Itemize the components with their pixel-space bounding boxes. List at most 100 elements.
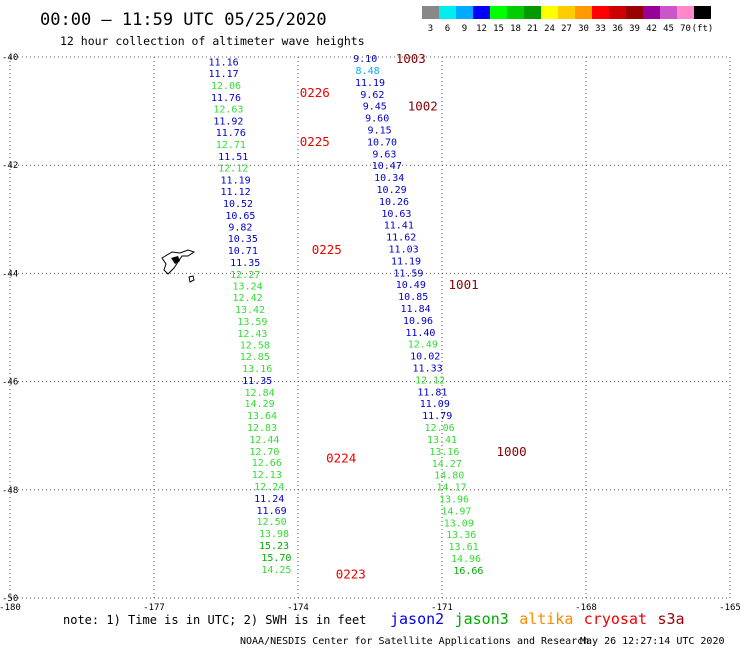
wave-height-point: 12.12 xyxy=(415,375,445,386)
scale-label: 70 xyxy=(680,24,691,34)
x-tick-label: -168 xyxy=(575,603,597,613)
wave-height-point: 11.12 xyxy=(221,187,251,198)
scale-label: 33 xyxy=(595,24,606,34)
wave-height-point: 14.27 xyxy=(432,459,462,470)
wave-height-point: 15.23 xyxy=(259,541,289,552)
wave-height-point: 13.42 xyxy=(235,305,265,316)
wave-height-point: 10.49 xyxy=(396,280,426,291)
legend-entry: altika xyxy=(519,610,573,628)
x-tick-label: -180 xyxy=(0,603,21,613)
wave-height-point: 13.16 xyxy=(242,364,272,375)
wave-height-point: 10.29 xyxy=(377,185,407,196)
wave-height-point: 11.79 xyxy=(422,411,452,422)
satellite-legend: jason2 jason3 altika cryosat s3a xyxy=(390,610,685,628)
wave-height-point: 11.33 xyxy=(413,364,443,375)
wave-height-point: 12.24 xyxy=(254,482,284,493)
wave-height-point: 15.70 xyxy=(261,553,291,564)
wave-height-point: 12.06 xyxy=(425,423,455,434)
wave-height-point: 11.40 xyxy=(405,328,435,339)
pass-time-label: 0223 xyxy=(336,567,366,582)
wave-height-point: 12.13 xyxy=(252,470,282,481)
wave-height-point: 12.58 xyxy=(240,340,270,351)
wave-height-point: 11.76 xyxy=(216,128,246,139)
wave-height-point: 9.82 xyxy=(228,222,252,233)
chart-subtitle: 12 hour collection of altimeter wave hei… xyxy=(60,34,365,48)
wave-height-point: 11.35 xyxy=(230,258,260,269)
legend-entry: cryosat xyxy=(584,610,647,628)
scale-swatch xyxy=(473,6,490,19)
scale-swatch xyxy=(694,6,711,19)
scale-swatch xyxy=(456,6,473,19)
wave-height-point: 11.19 xyxy=(221,175,251,186)
wave-height-point: 8.48 xyxy=(356,66,380,77)
wave-height-point: 12.66 xyxy=(252,458,282,469)
y-tick-label: -42 xyxy=(2,161,18,171)
wave-height-point: 10.35 xyxy=(228,234,258,245)
wave-height-point: 9.10 xyxy=(353,54,377,65)
wave-height-point: 12.50 xyxy=(257,517,287,528)
scale-swatch xyxy=(643,6,660,19)
scale-swatch xyxy=(541,6,558,19)
wave-height-point: 12.63 xyxy=(213,104,243,115)
scale-swatch xyxy=(439,6,456,19)
wave-height-point: 10.71 xyxy=(228,246,258,257)
wave-height-point: 13.64 xyxy=(247,411,277,422)
scale-label: 3 xyxy=(428,24,433,34)
axis-ticks: -180 -177 -174 -171 -168 -165 -40 -42 -44 -46 -48 -… xyxy=(0,53,740,613)
wave-height-point: 10.52 xyxy=(223,199,253,210)
wave-height-point: 14.29 xyxy=(245,399,275,410)
wave-height-point: 10.70 xyxy=(367,137,397,148)
wave-height-point: 12.49 xyxy=(408,340,438,351)
wave-height-point: 11.19 xyxy=(391,256,421,267)
color-scale: 3 6 9 12 15 18 21 24 27 30 33 36 39 42 45 70 (ft) xyxy=(422,6,713,34)
wave-height-point: 10.34 xyxy=(374,173,404,184)
wave-height-point: 13.96 xyxy=(439,494,469,505)
wave-height-point: 12.42 xyxy=(233,293,263,304)
scale-label: 42 xyxy=(646,24,657,34)
scale-label: 15 xyxy=(493,24,504,34)
wave-height-point: 14.97 xyxy=(441,506,471,517)
wave-height-point: 12.43 xyxy=(237,329,267,340)
wave-height-point: 9.15 xyxy=(368,125,392,136)
scale-swatch xyxy=(677,6,694,19)
wave-height-point: 10.85 xyxy=(398,292,428,303)
wave-height-point: 11.41 xyxy=(384,221,414,232)
pass-time-label: 0225 xyxy=(300,134,330,149)
wave-height-point: 10.02 xyxy=(410,352,440,363)
x-tick-label: -165 xyxy=(719,603,740,613)
wave-height-point: 9.63 xyxy=(372,149,396,160)
x-tick-label: -171 xyxy=(431,603,453,613)
scale-label: 24 xyxy=(544,24,555,34)
scale-label: 45 xyxy=(663,24,674,34)
scale-swatch xyxy=(490,6,507,19)
wave-height-point: 12.12 xyxy=(218,163,248,174)
wave-height-point: 9.45 xyxy=(363,102,387,113)
scale-label: 30 xyxy=(578,24,589,34)
wave-height-point: 12.06 xyxy=(211,81,241,92)
wave-height-point: 11.59 xyxy=(393,268,423,279)
wave-height-point: 12.84 xyxy=(245,388,275,399)
scale-label: 36 xyxy=(612,24,623,34)
wave-height-point: 11.92 xyxy=(213,116,243,127)
scale-label: 12 xyxy=(476,24,487,34)
scale-label: (ft) xyxy=(692,24,714,34)
scale-label: 27 xyxy=(561,24,572,34)
wave-height-point: 13.16 xyxy=(429,447,459,458)
legend-entry: s3a xyxy=(658,610,685,628)
chart-title: 00:00 – 11:59 UTC 05/25/2020 xyxy=(40,10,327,30)
wave-height-point: 12.83 xyxy=(247,423,277,434)
scale-swatch xyxy=(524,6,541,19)
scale-swatch xyxy=(592,6,609,19)
wave-height-point: 11.35 xyxy=(242,376,272,387)
wave-height-point: 11.62 xyxy=(386,233,416,244)
wave-height-point: 14.25 xyxy=(261,565,291,576)
wave-height-point: 11.81 xyxy=(417,387,447,398)
wave-height-point: 9.62 xyxy=(360,90,384,101)
wave-height-point: 10.96 xyxy=(403,316,433,327)
wave-height-point: 12.44 xyxy=(249,435,279,446)
pass-time-label: 1003 xyxy=(396,51,426,66)
wave-height-point: 14.96 xyxy=(451,554,481,565)
map-grid xyxy=(9,56,731,599)
wave-height-point: 11.69 xyxy=(257,506,287,517)
